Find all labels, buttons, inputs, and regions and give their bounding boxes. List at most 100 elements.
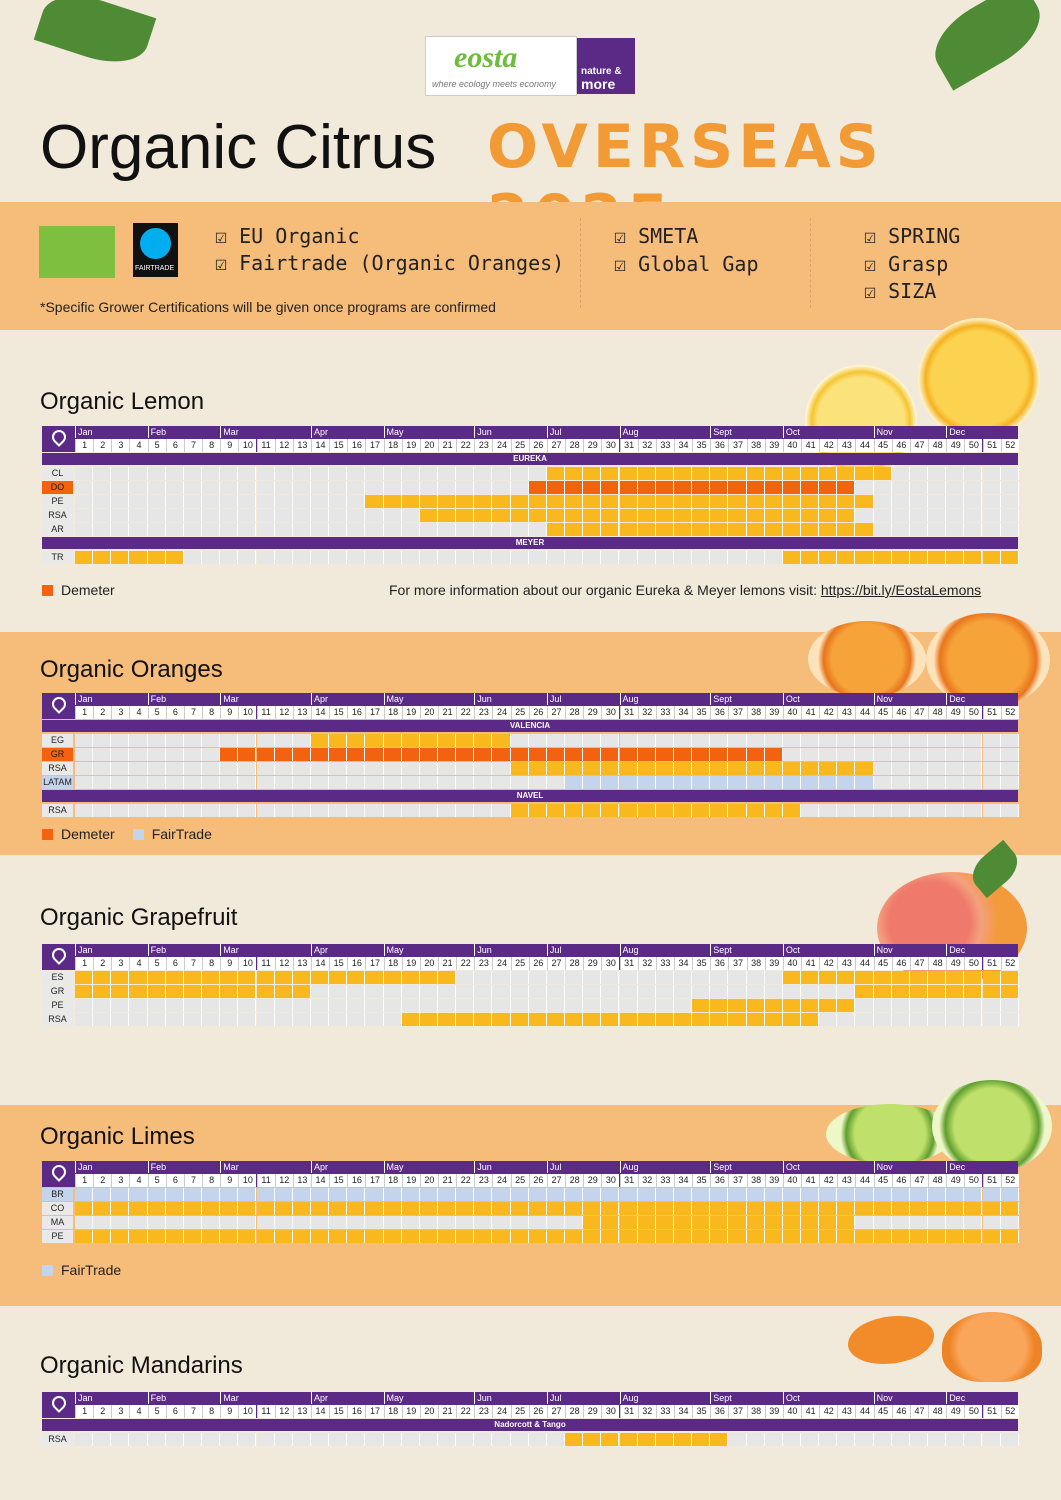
week-number: 42 (819, 1405, 838, 1418)
week-cell (746, 1230, 765, 1243)
week-number: 14 (310, 439, 330, 452)
week-number: 6 (165, 706, 184, 719)
week-cell (147, 1202, 166, 1215)
month-label: Jan (75, 693, 148, 705)
week-cell (855, 762, 874, 775)
month-label: Jul (546, 693, 620, 705)
week-cell (728, 999, 747, 1012)
week-number: 25 (510, 1174, 529, 1187)
week-number: 31 (619, 439, 638, 452)
week-cell (909, 523, 929, 536)
week-cell (692, 1013, 711, 1026)
month-label: Mar (220, 1161, 311, 1173)
week-cell (256, 509, 275, 522)
week-cell (964, 1188, 983, 1201)
week-number: 31 (619, 1174, 638, 1187)
week-cell (583, 1216, 602, 1229)
week-cell (710, 1013, 729, 1026)
week-cell (492, 804, 511, 817)
week-number: 46 (891, 706, 910, 719)
week-cell (982, 804, 1001, 817)
week-cell (710, 762, 729, 775)
week-cell (238, 1202, 257, 1215)
week-cell (565, 971, 584, 984)
week-cell (492, 985, 511, 998)
month-label: Jan (75, 1392, 148, 1404)
week-cell (801, 1433, 820, 1446)
week-cell (310, 776, 330, 789)
week-cell (456, 509, 475, 522)
week-number: 24 (492, 439, 511, 452)
week-number: 51 (982, 439, 1001, 452)
week-cell (746, 467, 765, 480)
week-cell (837, 1202, 856, 1215)
week-number: 43 (837, 1174, 856, 1187)
week-cell (673, 971, 693, 984)
week-cell (746, 1433, 765, 1446)
week-cell (601, 1013, 620, 1026)
week-cell (165, 734, 184, 747)
week-cell (855, 734, 874, 747)
week-cell (673, 748, 693, 761)
month-label: Mar (220, 693, 311, 705)
week-cell (165, 1202, 184, 1215)
week-cell (565, 467, 584, 480)
week-cell (928, 734, 947, 747)
week-cell (202, 551, 221, 564)
lemon-info-link[interactable]: https://bit.ly/EostaLemons (820, 582, 982, 598)
week-cell (474, 1013, 493, 1026)
week-cell (891, 1013, 910, 1026)
week-cell (873, 1216, 892, 1229)
week-number: 36 (710, 706, 729, 719)
week-cell (528, 467, 547, 480)
country-code: RSA (42, 804, 73, 817)
week-number: 33 (655, 439, 674, 452)
week-cell (928, 804, 947, 817)
week-number: 36 (710, 957, 729, 970)
week-cell (256, 999, 275, 1012)
week-cell (837, 776, 856, 789)
week-cell (347, 776, 366, 789)
week-cell (728, 804, 747, 817)
week-cell (837, 495, 856, 508)
week-cell (474, 551, 493, 564)
month-label: Apr (310, 1392, 384, 1404)
week-cell (510, 1216, 529, 1229)
week-cell (1000, 748, 1019, 761)
week-cell (583, 1188, 602, 1201)
week-cell (220, 748, 239, 761)
week-cell (528, 804, 547, 817)
month-label: May (383, 693, 475, 705)
week-cell (220, 551, 239, 564)
country-code: RSA (42, 1013, 73, 1026)
week-cell (347, 1216, 366, 1229)
week-cell (619, 762, 638, 775)
week-cell (1000, 1013, 1019, 1026)
week-cell (129, 748, 148, 761)
week-cell (401, 1433, 420, 1446)
week-cell (310, 748, 330, 761)
week-cell (292, 804, 311, 817)
week-cell (456, 1433, 475, 1446)
week-cell (982, 509, 1001, 522)
week-cell (419, 734, 438, 747)
week-cell (964, 523, 983, 536)
week-number: 21 (438, 439, 457, 452)
week-cell (982, 1013, 1001, 1026)
week-cell (438, 999, 457, 1012)
week-cell (655, 999, 674, 1012)
week-number: 3 (111, 706, 130, 719)
week-number: 27 (546, 439, 566, 452)
week-cell (673, 762, 693, 775)
week-cell (238, 1216, 257, 1229)
week-cell (202, 509, 221, 522)
week-cell (419, 762, 438, 775)
week-cell (474, 467, 493, 480)
week-cell (637, 804, 656, 817)
location-pin-icon (42, 1161, 73, 1187)
week-cell (819, 985, 838, 998)
week-cell (909, 481, 929, 494)
week-cell (274, 495, 293, 508)
week-cell (946, 762, 965, 775)
week-cell (528, 1216, 547, 1229)
